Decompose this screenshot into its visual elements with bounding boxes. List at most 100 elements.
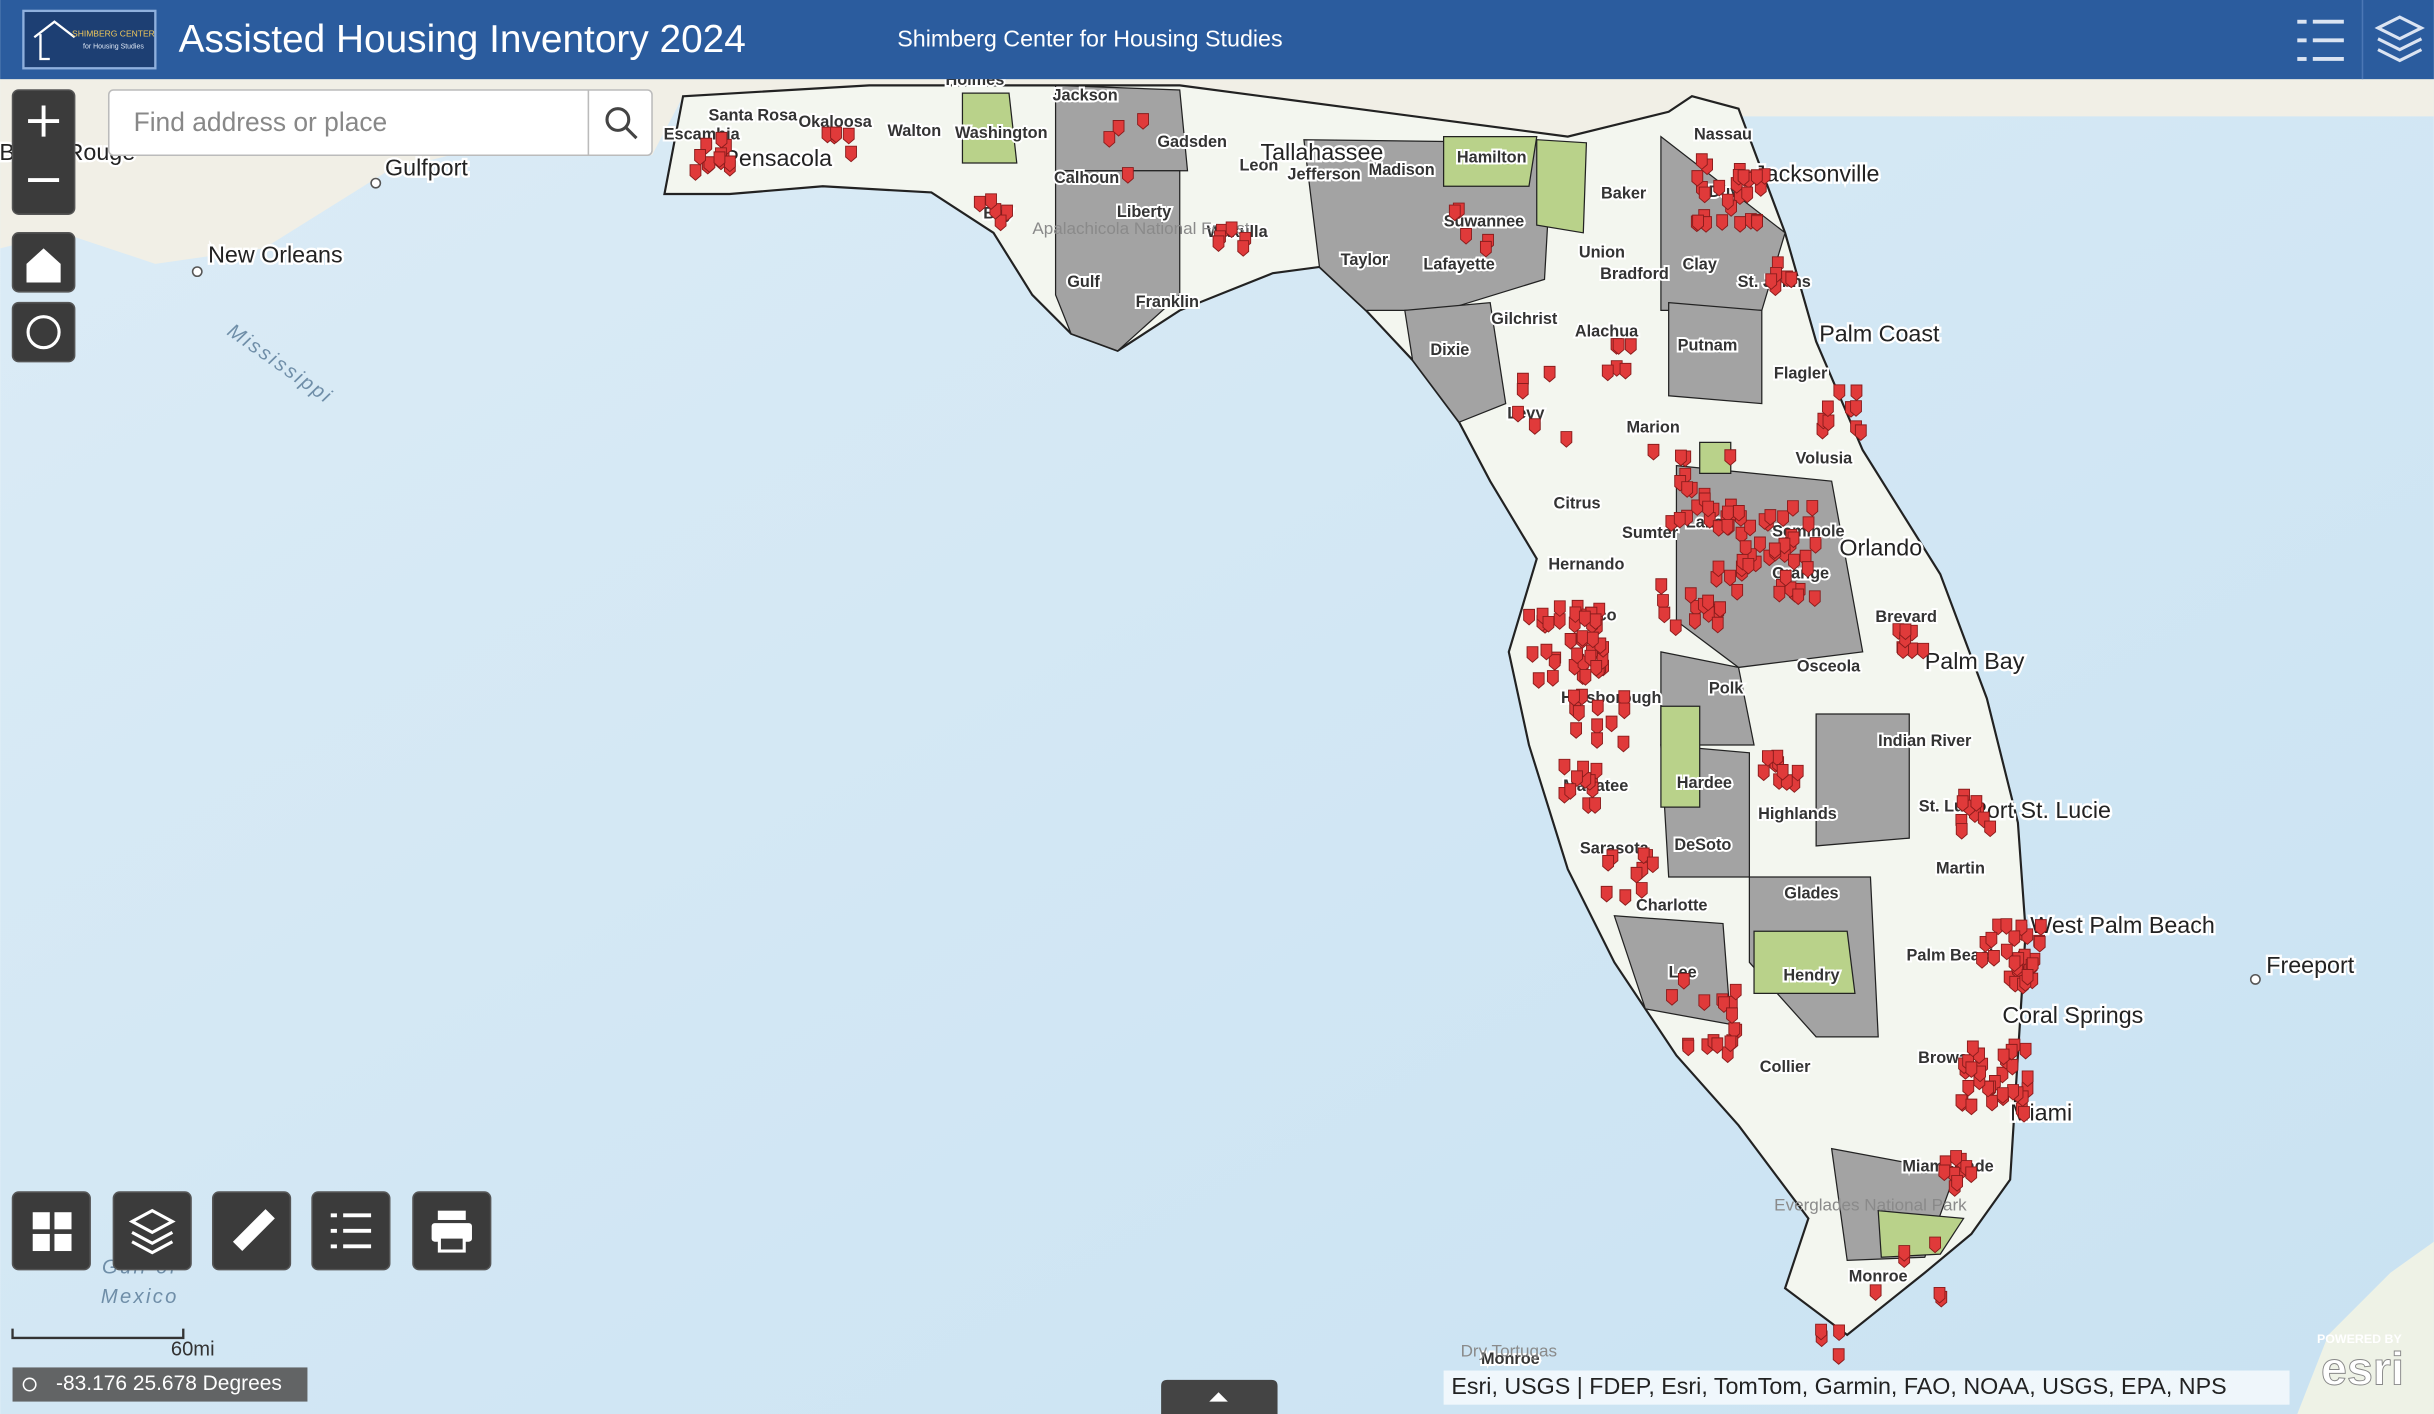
housing-marker bbox=[1658, 606, 1671, 624]
county-label: Hamilton bbox=[1457, 149, 1527, 167]
housing-marker bbox=[694, 149, 706, 166]
locate-button[interactable] bbox=[11, 301, 76, 363]
coordinates-box[interactable] bbox=[12, 1367, 308, 1402]
housing-marker bbox=[1801, 561, 1814, 578]
housing-marker bbox=[1965, 1061, 1978, 1079]
housing-marker bbox=[1702, 594, 1714, 612]
county-label: Osceola bbox=[1797, 658, 1861, 676]
print-icon bbox=[431, 1210, 472, 1253]
county-gray bbox=[1054, 170, 1181, 352]
park-label: Everglades National Park bbox=[1774, 1196, 1967, 1215]
housing-marker bbox=[1571, 770, 1583, 788]
county-label: Hardee bbox=[1677, 774, 1732, 792]
county-label: Lafayette bbox=[1423, 256, 1495, 274]
county-label: Hernando bbox=[1548, 555, 1624, 573]
housing-marker bbox=[1713, 179, 1726, 197]
housing-marker bbox=[1137, 113, 1149, 130]
county-label: Indian River bbox=[1878, 732, 1972, 750]
housing-marker bbox=[1589, 797, 1601, 814]
city-dot bbox=[2249, 973, 2261, 985]
housing-marker bbox=[1448, 204, 1461, 222]
housing-marker bbox=[1997, 1048, 2010, 1066]
layers-button[interactable] bbox=[2374, 15, 2425, 63]
city-label: Palm Coast bbox=[1819, 320, 1940, 346]
header-bar bbox=[0, 0, 2434, 80]
housing-marker bbox=[1528, 418, 1541, 435]
housing-marker bbox=[1815, 1323, 1827, 1341]
housing-marker bbox=[1698, 994, 1711, 1011]
housing-marker bbox=[1692, 214, 1704, 232]
housing-marker bbox=[2018, 1106, 2030, 1123]
housing-marker bbox=[1479, 240, 1492, 258]
housing-marker bbox=[1460, 227, 1472, 245]
legend-button[interactable] bbox=[2297, 19, 2344, 61]
bahamas bbox=[2297, 1241, 2434, 1414]
housing-marker bbox=[715, 131, 728, 149]
attribution: Esri, USGS | FDEP, Esri, TomTom, Garmin,… bbox=[1451, 1373, 2226, 1399]
housing-marker bbox=[1721, 193, 1734, 211]
coordinates: -83.176 25.678 Degrees bbox=[56, 1372, 282, 1395]
county-green bbox=[1536, 139, 1588, 234]
county-label: Calhoun bbox=[1054, 169, 1119, 187]
housing-marker bbox=[1955, 822, 1968, 840]
housing-marker bbox=[1526, 646, 1539, 663]
housing-marker bbox=[1618, 702, 1631, 720]
housing-marker bbox=[2006, 1058, 2019, 1076]
scale-label: 60mi bbox=[171, 1339, 215, 1361]
locate-icon bbox=[26, 315, 61, 350]
city-label: New Orleans bbox=[208, 241, 342, 267]
park-label: Dry Tortugas bbox=[1461, 1341, 1557, 1360]
search-button[interactable] bbox=[605, 107, 638, 140]
logo-text: SHIMBERG CENTER bbox=[72, 28, 155, 38]
housing-marker bbox=[1785, 271, 1798, 289]
housing-marker bbox=[1929, 1236, 1941, 1254]
housing-marker bbox=[1986, 1094, 1998, 1112]
county-gray bbox=[1668, 301, 1763, 405]
county-label: Nassau bbox=[1694, 125, 1752, 143]
housing-marker bbox=[1777, 510, 1789, 527]
coordinates-icon bbox=[22, 1377, 37, 1392]
housing-marker bbox=[1601, 364, 1614, 382]
housing-marker bbox=[2034, 919, 2047, 936]
county-label: Putnam bbox=[1678, 336, 1738, 354]
housing-marker bbox=[1702, 500, 1715, 518]
housing-marker bbox=[1951, 1175, 1964, 1192]
housing-marker bbox=[973, 195, 986, 213]
search-box[interactable] bbox=[107, 89, 653, 156]
housing-marker bbox=[1776, 764, 1789, 781]
powered-by: POWERED BY bbox=[2317, 1332, 2403, 1346]
housing-marker bbox=[1741, 186, 1754, 204]
housing-marker bbox=[1560, 431, 1573, 448]
housing-marker bbox=[1586, 631, 1599, 649]
county-label: Clay bbox=[1683, 256, 1717, 274]
county-label: Marion bbox=[1626, 419, 1679, 437]
county-label: Jefferson bbox=[1287, 166, 1360, 184]
housing-marker bbox=[1689, 613, 1701, 630]
housing-marker bbox=[1543, 365, 1556, 383]
housing-marker bbox=[713, 151, 726, 169]
city-label: Palm Bay bbox=[1925, 648, 2025, 674]
housing-marker bbox=[1822, 414, 1835, 432]
basemap-button[interactable] bbox=[11, 1191, 91, 1271]
zoom-in[interactable] bbox=[28, 105, 60, 137]
housing-marker bbox=[1237, 240, 1250, 257]
housing-marker bbox=[1712, 560, 1725, 578]
housing-marker bbox=[1600, 885, 1613, 903]
housing-marker bbox=[1956, 795, 1969, 812]
housing-marker bbox=[1854, 424, 1867, 441]
housing-marker bbox=[1985, 931, 1998, 949]
housing-marker bbox=[1976, 952, 1988, 969]
housing-marker bbox=[1850, 384, 1863, 402]
housing-marker bbox=[1591, 699, 1604, 717]
housing-marker bbox=[1572, 705, 1585, 722]
zoom-control bbox=[11, 89, 76, 215]
county-label: Madison bbox=[1369, 161, 1435, 179]
housing-marker bbox=[1579, 669, 1592, 686]
housing-marker bbox=[1673, 511, 1686, 529]
housing-marker bbox=[1787, 500, 1799, 517]
county-label: Suwannee bbox=[1444, 212, 1525, 230]
housing-marker bbox=[1764, 509, 1777, 526]
housing-marker bbox=[2008, 930, 2021, 948]
county-green bbox=[961, 92, 1018, 164]
housing-marker bbox=[2000, 943, 2013, 961]
